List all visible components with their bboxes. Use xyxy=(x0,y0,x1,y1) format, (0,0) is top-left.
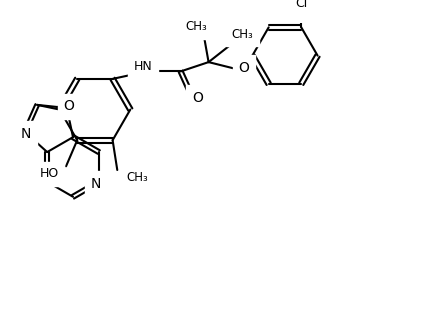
Text: N: N xyxy=(21,127,31,141)
Text: N: N xyxy=(91,177,101,191)
Text: HN: HN xyxy=(134,60,153,73)
Text: O: O xyxy=(192,90,203,105)
Text: CH₃: CH₃ xyxy=(186,20,207,33)
Text: Cl: Cl xyxy=(295,0,307,10)
Text: O: O xyxy=(63,99,74,113)
Text: CH₃: CH₃ xyxy=(231,28,253,41)
Text: O: O xyxy=(239,61,249,75)
Text: HO: HO xyxy=(39,167,58,180)
Text: CH₃: CH₃ xyxy=(127,171,149,184)
